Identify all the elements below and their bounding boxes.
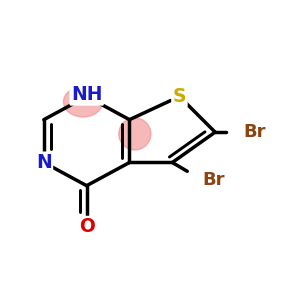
Ellipse shape	[64, 87, 103, 117]
Text: N: N	[36, 153, 52, 172]
Text: NH: NH	[71, 85, 102, 104]
Circle shape	[119, 118, 151, 150]
Text: S: S	[173, 87, 186, 106]
Text: O: O	[79, 217, 94, 236]
Text: Br: Br	[202, 171, 225, 189]
Text: Br: Br	[244, 123, 266, 141]
